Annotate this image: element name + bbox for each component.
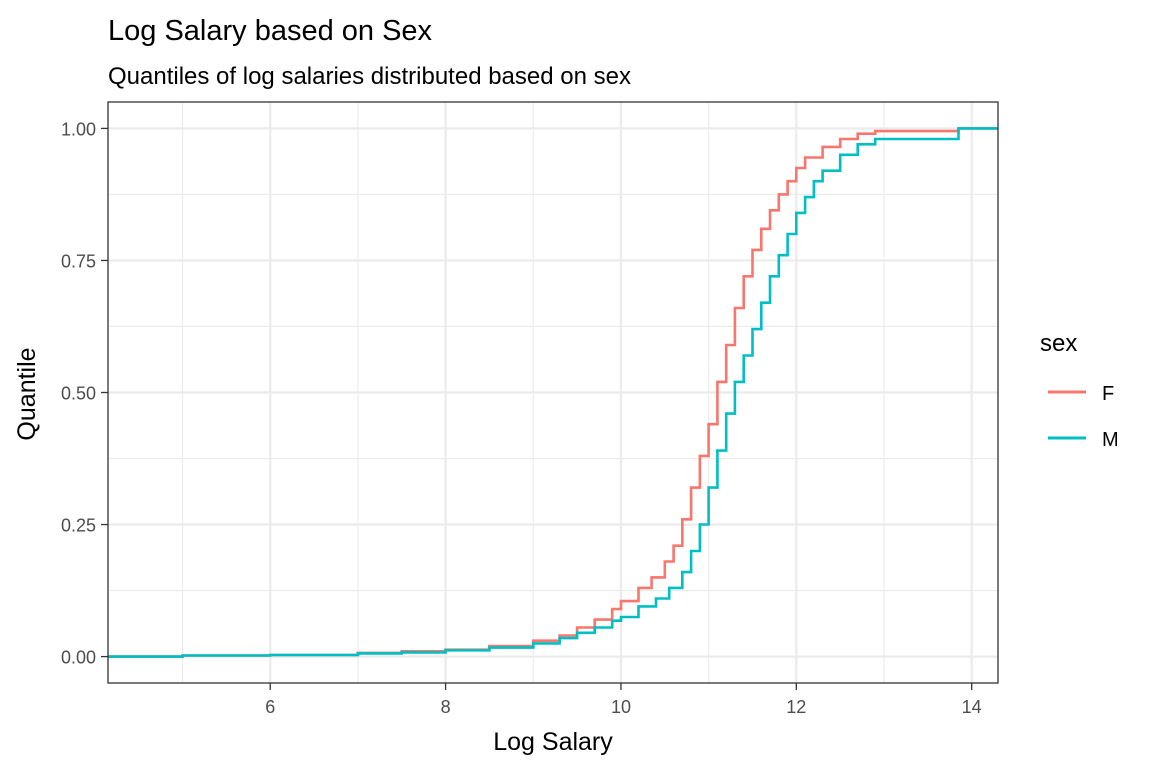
y-tick-label: 0.75 (61, 251, 96, 271)
legend-label-f: F (1102, 383, 1114, 405)
legend-label-m: M (1102, 429, 1119, 451)
x-tick-label: 8 (441, 697, 451, 717)
x-tick-label: 14 (962, 697, 982, 717)
y-tick-label: 1.00 (61, 119, 96, 139)
y-axis-label: Quantile (13, 347, 41, 440)
y-tick-label: 0.50 (61, 384, 96, 404)
x-tick-label: 6 (265, 697, 275, 717)
y-tick-label: 0.00 (61, 648, 96, 668)
y-tick-label: 0.25 (61, 516, 96, 536)
x-tick-label: 12 (786, 697, 806, 717)
x-tick-label: 10 (611, 697, 631, 717)
chart-title: Log Salary based on Sex (108, 15, 433, 47)
x-axis-label: Log Salary (493, 728, 613, 756)
chart-subtitle: Quantiles of log salaries distributed ba… (108, 63, 631, 90)
legend: sex F M (1040, 330, 1119, 451)
series-line-m (108, 127, 998, 658)
legend-title: sex (1040, 330, 1077, 357)
plot-panel: 6 8 10 12 14 0.00 0.25 0.50 0.75 1.00 (61, 101, 999, 717)
